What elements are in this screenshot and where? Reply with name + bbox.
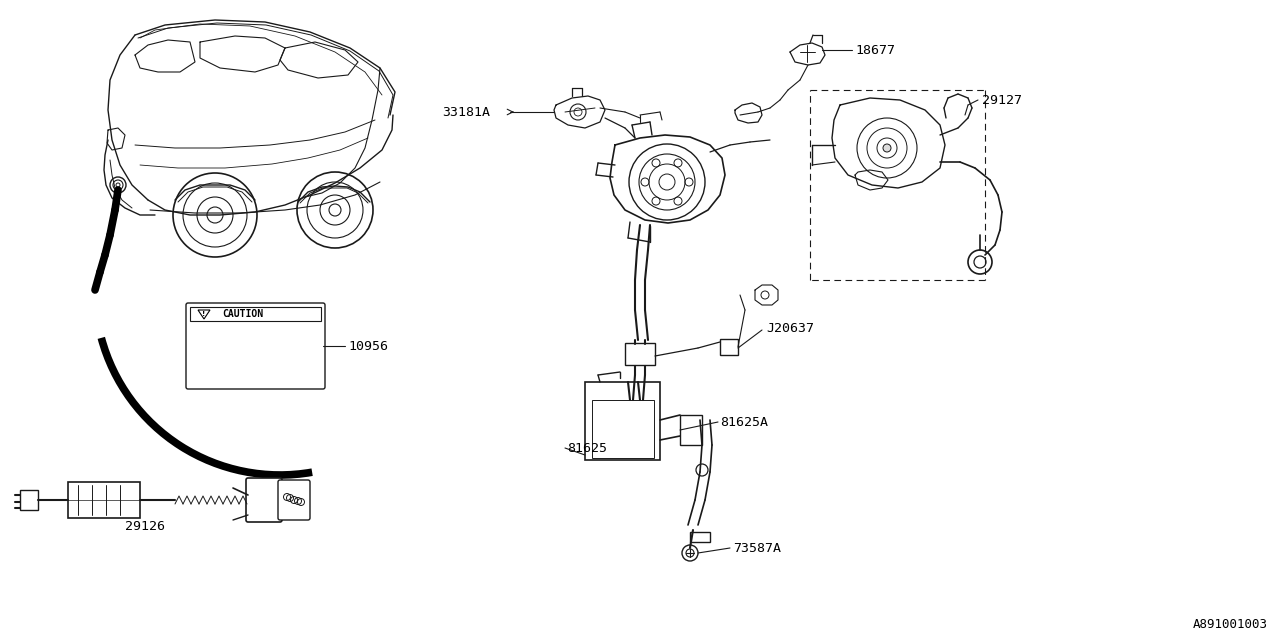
Text: 29126: 29126	[125, 520, 165, 534]
Text: 73587A: 73587A	[733, 541, 781, 554]
Bar	[690, 532, 710, 542]
Circle shape	[883, 144, 891, 152]
Text: CAUTION: CAUTION	[223, 309, 264, 319]
Bar	[68, 482, 140, 518]
FancyBboxPatch shape	[278, 480, 310, 520]
Text: J20637: J20637	[765, 321, 814, 335]
Bar	[719, 339, 739, 355]
Bar	[189, 307, 321, 321]
Bar	[680, 415, 701, 445]
Bar	[625, 343, 655, 365]
FancyBboxPatch shape	[246, 478, 282, 522]
Text: !: !	[202, 311, 206, 317]
Text: 29127: 29127	[982, 93, 1021, 106]
Text: 18677: 18677	[855, 44, 895, 56]
Text: 33181A: 33181A	[442, 106, 490, 118]
Bar	[20, 490, 38, 510]
Bar	[585, 382, 660, 460]
FancyBboxPatch shape	[186, 303, 325, 389]
Bar	[591, 400, 654, 458]
Text: 10956: 10956	[348, 339, 388, 353]
Text: 81625: 81625	[567, 442, 607, 454]
Text: A891001003: A891001003	[1193, 618, 1268, 632]
Text: 81625A: 81625A	[719, 415, 768, 429]
